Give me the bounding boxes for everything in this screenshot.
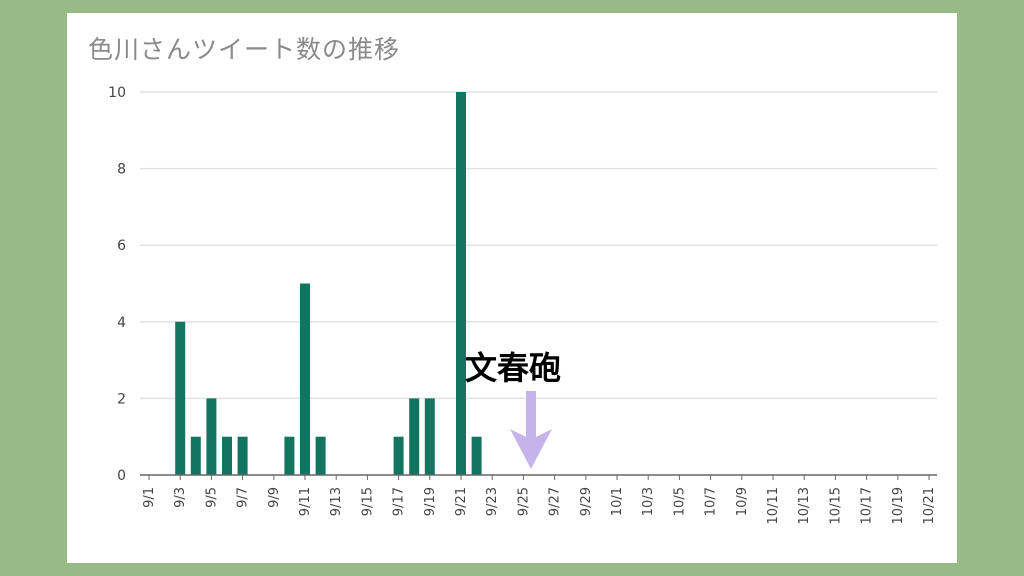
x-tick-label: 9/9 (267, 487, 282, 508)
x-tick-label: 9/7 (236, 487, 251, 508)
x-tick-label: 9/27 (548, 487, 563, 516)
x-tick-label: 10/11 (766, 487, 781, 524)
bar (190, 436, 201, 475)
bar (300, 283, 310, 475)
bar (175, 321, 186, 475)
x-tick-label: 10/17 (860, 487, 875, 524)
bar-chart: 0 2 4 6 8 10 9/1 9/3 9/5 9/7 9/9 9/11 9/13 9/15 9/17 9/… (108, 85, 937, 524)
y-tick-label: 2 (117, 391, 126, 407)
bar (284, 436, 295, 475)
bar (222, 436, 232, 475)
y-tick-label: 0 (117, 468, 126, 484)
x-tick-label: 9/11 (298, 487, 313, 516)
x-tick-label: 9/19 (423, 487, 438, 516)
x-tick-label: 9/5 (204, 487, 219, 508)
x-tick-label: 10/7 (704, 487, 719, 516)
bars (175, 92, 482, 475)
x-tick-label: 9/17 (392, 487, 407, 516)
annotation-label: 文春砲 (465, 349, 562, 387)
bar (315, 436, 326, 475)
x-tick-label: 10/5 (672, 487, 687, 516)
x-tick-label: 9/15 (360, 487, 375, 516)
bar (424, 398, 435, 475)
bar (206, 398, 217, 475)
chart-title: 色川さんツイート数の推移 (88, 35, 401, 64)
x-tick-label: 10/3 (641, 487, 656, 516)
y-tick-label: 8 (117, 162, 126, 178)
x-tick-label: 10/19 (891, 487, 906, 524)
x-tick-label: 9/29 (579, 487, 594, 516)
y-tick-label: 4 (117, 315, 126, 331)
x-tick-label: 9/23 (485, 487, 500, 516)
chart-card: 色川さんツイート数の推移 0 2 4 6 8 10 9/1 9/3 9/5 9/7 9/9 9/11 9… (67, 13, 957, 563)
bar (393, 436, 404, 475)
x-tick-label: 10/9 (735, 487, 750, 516)
bar (237, 436, 248, 475)
y-tick-label: 6 (117, 238, 126, 254)
gridlines (140, 91, 937, 400)
down-arrow-icon (510, 391, 552, 469)
x-tick-label: 9/25 (516, 487, 531, 516)
x-tick-label: 9/3 (173, 487, 188, 508)
x-tick-label: 10/13 (797, 487, 812, 524)
x-tick-label: 9/21 (454, 487, 469, 516)
x-tick-label: 10/15 (828, 487, 843, 524)
bar (456, 92, 466, 475)
bar (471, 436, 482, 475)
axes: 0 2 4 6 8 10 9/1 9/3 9/5 9/7 9/9 9/11 9/13 9/15 9/17 9/… (108, 85, 937, 524)
x-tick-label: 10/21 (922, 487, 937, 524)
annotation-arrow (510, 391, 552, 469)
x-tick-label: 9/1 (142, 487, 157, 508)
x-tick-label: 10/1 (610, 487, 625, 516)
bar (409, 398, 420, 475)
y-tick-label: 10 (108, 85, 126, 101)
x-tick-label: 9/13 (329, 487, 344, 516)
